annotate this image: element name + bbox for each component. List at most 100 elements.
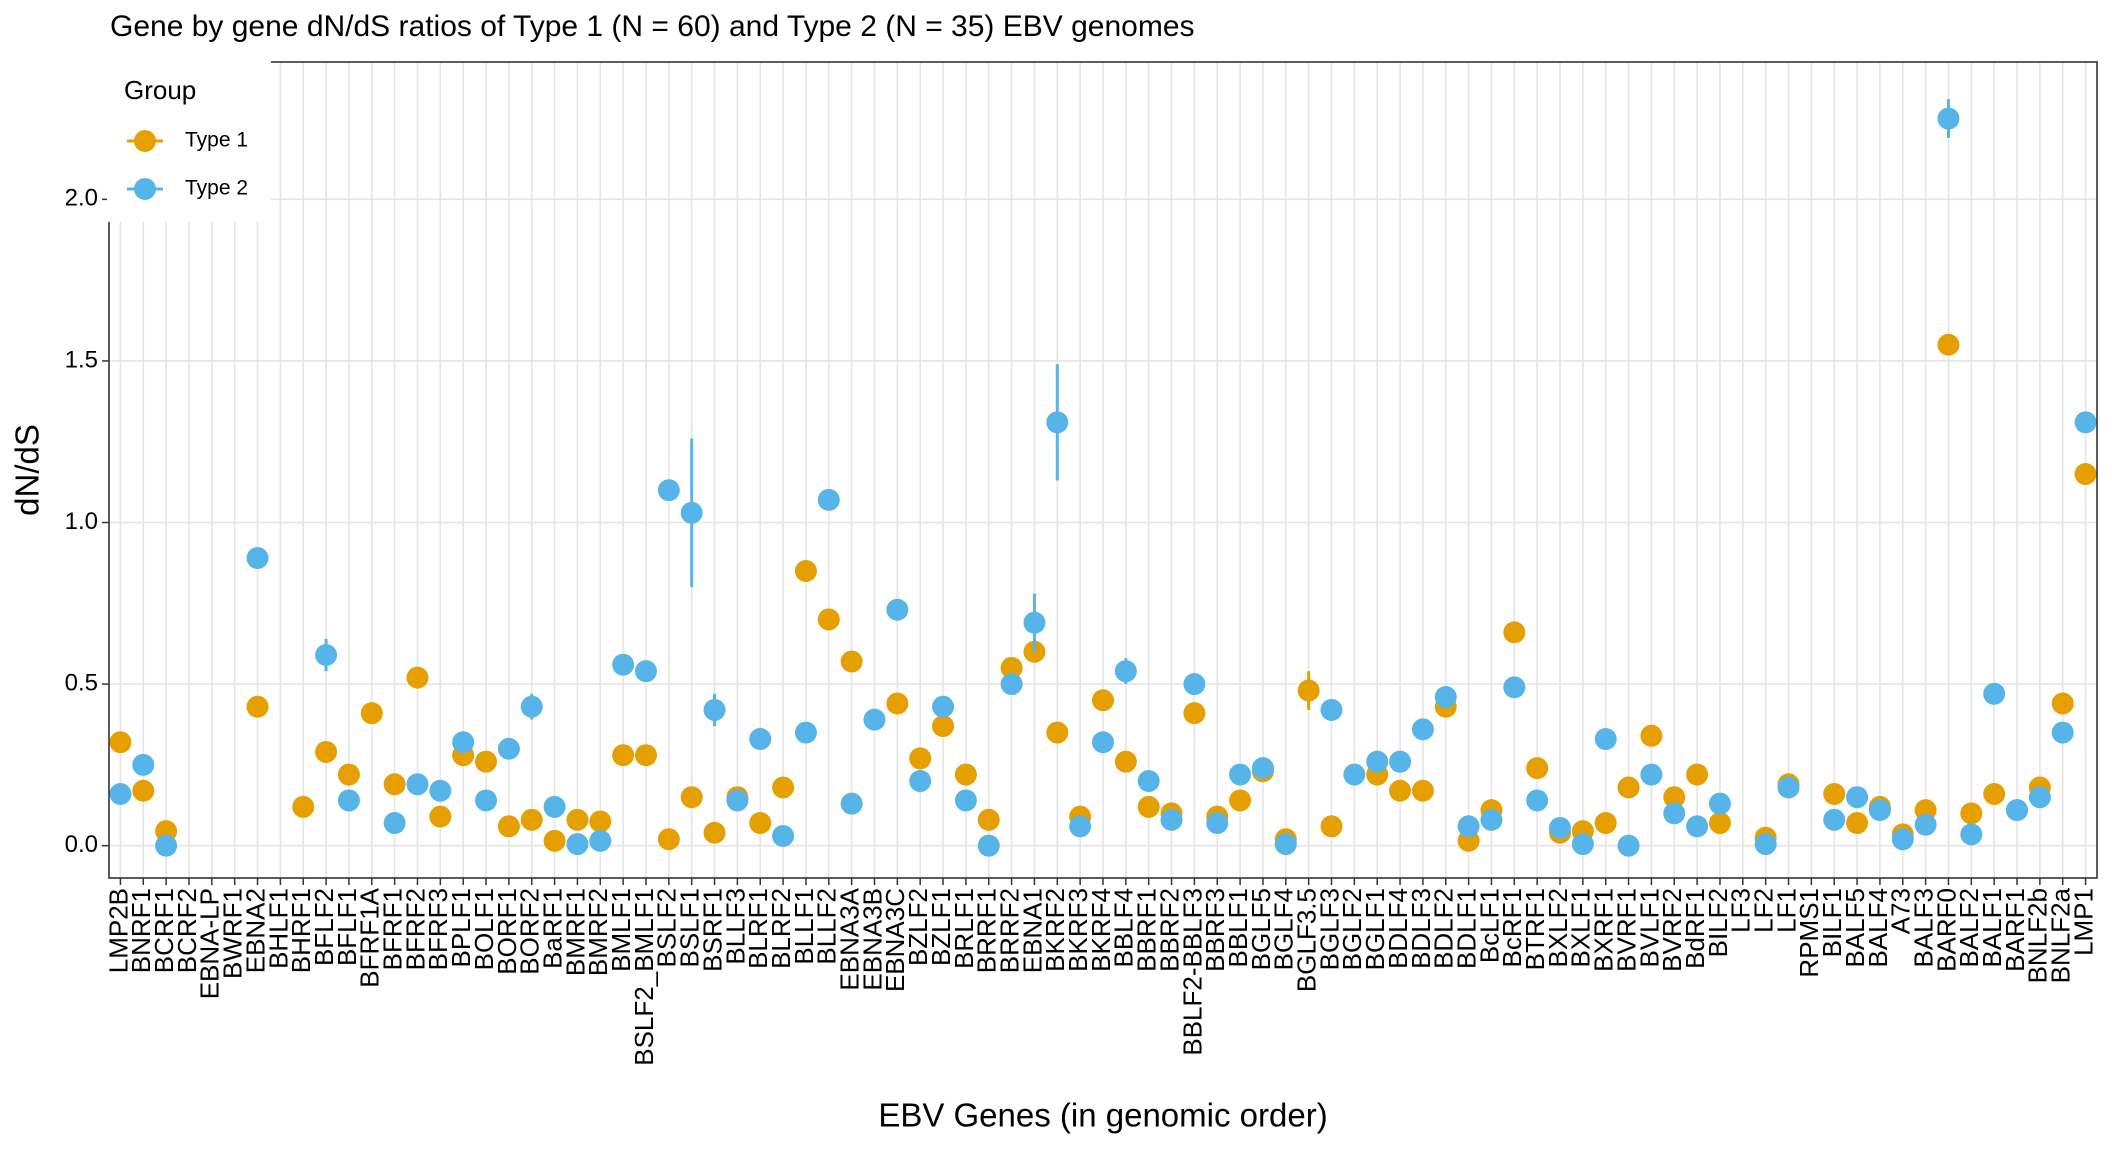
point bbox=[1823, 782, 1846, 805]
point bbox=[429, 805, 452, 828]
y-tick-label: 1.0 bbox=[65, 508, 98, 535]
x-tick-label: BSLF1 bbox=[675, 888, 705, 968]
point bbox=[1983, 682, 2006, 705]
x-tick-label: BLRF1 bbox=[743, 888, 773, 969]
point bbox=[1526, 789, 1549, 812]
point bbox=[840, 650, 863, 673]
point bbox=[1411, 718, 1434, 741]
point bbox=[1229, 789, 1252, 812]
point bbox=[1686, 763, 1709, 786]
point bbox=[1960, 802, 1983, 825]
point bbox=[383, 812, 406, 835]
x-tick-label: BKRF4 bbox=[1086, 888, 1116, 972]
x-tick-label: BSLF2 bbox=[652, 888, 682, 968]
x-tick-label: BORF1 bbox=[492, 888, 522, 975]
point bbox=[1846, 786, 1869, 809]
point bbox=[1914, 813, 1937, 836]
x-tick-label: BDLF4 bbox=[1383, 888, 1413, 969]
legend-key-point bbox=[134, 178, 156, 200]
point bbox=[1160, 808, 1183, 831]
x-tick-label: BGLF1 bbox=[1360, 888, 1390, 970]
point bbox=[566, 833, 589, 856]
point bbox=[1571, 833, 1594, 856]
x-tick-label: BFRF3 bbox=[423, 888, 453, 970]
point bbox=[1937, 107, 1960, 130]
point bbox=[1092, 731, 1114, 754]
point bbox=[634, 660, 657, 683]
x-tick-label: LF2 bbox=[1749, 888, 1779, 933]
x-tick-label: LMP1 bbox=[2068, 888, 2098, 956]
point bbox=[109, 731, 132, 754]
x-tick-label: BMRF1 bbox=[560, 888, 590, 976]
x-tick-label: EBNA2 bbox=[240, 888, 270, 973]
point bbox=[1663, 802, 1686, 825]
x-tick-label: BLRF2 bbox=[766, 888, 796, 969]
x-tick-label: BGLF2 bbox=[1337, 888, 1367, 970]
x-tick-label: BILF1 bbox=[1817, 888, 1847, 957]
x-tick-label: EBNA3B bbox=[857, 888, 887, 991]
y-tick-label: 0.0 bbox=[65, 831, 98, 858]
legend-label: Type 2 bbox=[185, 177, 248, 200]
point bbox=[1137, 770, 1160, 793]
point bbox=[429, 779, 452, 802]
point bbox=[520, 695, 543, 718]
x-tick-label: BFLF1 bbox=[332, 888, 362, 966]
x-tick-label: BBRF2 bbox=[1154, 888, 1184, 972]
point bbox=[1868, 799, 1891, 822]
x-tick-label: BVRF2 bbox=[1657, 888, 1687, 972]
point bbox=[1594, 728, 1617, 751]
point bbox=[680, 786, 703, 809]
x-tick-label: BDLF1 bbox=[1451, 888, 1481, 969]
point bbox=[977, 808, 1000, 831]
point bbox=[497, 815, 520, 838]
point bbox=[1046, 411, 1069, 434]
x-tick-label: BFRF1A bbox=[355, 887, 385, 987]
point bbox=[932, 715, 955, 738]
x-tick-label: BRRF1 bbox=[972, 888, 1002, 973]
point bbox=[1183, 673, 1206, 696]
point bbox=[475, 750, 498, 773]
point bbox=[1206, 812, 1229, 835]
x-tick-label: BXLF1 bbox=[1566, 888, 1596, 968]
point bbox=[1503, 621, 1526, 644]
legend-label: Type 1 bbox=[185, 129, 248, 152]
x-tick-label: BDLF2 bbox=[1429, 888, 1459, 969]
x-tick-label: BNLF2a bbox=[2046, 887, 2076, 983]
x-tick-label: BALF1 bbox=[1977, 888, 2007, 968]
x-tick-label: LF3 bbox=[1726, 888, 1756, 933]
x-tick-label: BTRF1 bbox=[1520, 888, 1550, 970]
point bbox=[2006, 799, 2029, 822]
point bbox=[520, 808, 543, 831]
point bbox=[1297, 679, 1320, 702]
x-tick-label: BCRF1 bbox=[149, 888, 179, 973]
point bbox=[2028, 786, 2051, 809]
point bbox=[749, 728, 772, 751]
point bbox=[337, 763, 360, 786]
point bbox=[1343, 763, 1366, 786]
point bbox=[497, 737, 520, 760]
x-tick-label: BBRF1 bbox=[1132, 888, 1162, 972]
x-tick-label: BORF2 bbox=[515, 888, 545, 975]
x-tick-label: BVLF1 bbox=[1634, 888, 1664, 968]
point bbox=[909, 770, 932, 793]
point bbox=[1389, 779, 1412, 802]
point bbox=[1777, 776, 1800, 799]
point bbox=[1046, 721, 1069, 744]
point bbox=[703, 698, 726, 721]
point bbox=[2074, 463, 2097, 486]
x-tick-label: BSRF1 bbox=[697, 888, 727, 972]
x-tick-label: BWRF1 bbox=[218, 888, 248, 979]
point bbox=[1983, 782, 2006, 805]
x-tick-label: BMRF2 bbox=[583, 888, 613, 976]
y-axis-title: dN/dS bbox=[9, 424, 46, 516]
point bbox=[954, 763, 977, 786]
y-tick-label: 0.5 bbox=[65, 669, 98, 696]
point bbox=[406, 666, 429, 689]
x-tick-label: BZLF1 bbox=[926, 888, 956, 966]
x-tick-label: BaRF1 bbox=[537, 888, 567, 969]
x-tick-label: BBRF3 bbox=[1200, 888, 1230, 972]
point bbox=[909, 747, 932, 770]
point bbox=[132, 753, 155, 776]
x-tick-label: BHRF1 bbox=[286, 888, 316, 973]
